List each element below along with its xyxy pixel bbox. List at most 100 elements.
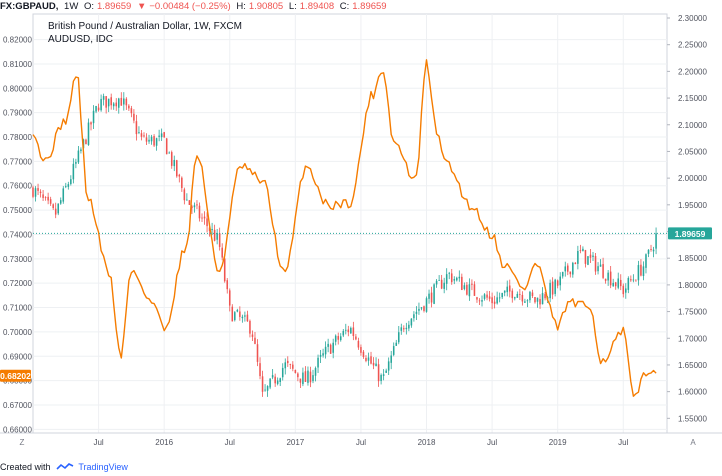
- candle-body: [107, 98, 110, 107]
- candle-body: [471, 283, 473, 285]
- symbol-label[interactable]: FX:GBPAUD,: [0, 1, 59, 12]
- overlay-series-title[interactable]: AUDUSD, IDC: [48, 34, 114, 45]
- left-tick-label: 0.75000: [3, 206, 32, 215]
- candle-body: [483, 294, 486, 299]
- candle-body: [75, 162, 77, 164]
- candle-body: [249, 320, 251, 334]
- left-last-value: 0.68202: [0, 371, 31, 381]
- candle-body: [102, 96, 105, 100]
- candle-body: [211, 228, 213, 231]
- candle-body: [536, 297, 539, 302]
- candle-body: [415, 311, 418, 314]
- main-series-title[interactable]: British Pound / Australian Dollar, 1W, F…: [48, 21, 242, 32]
- candle-body: [491, 297, 493, 304]
- candle-body: [261, 376, 264, 392]
- candle-body: [516, 293, 519, 298]
- candle-body: [655, 233, 657, 249]
- candle-body: [642, 266, 645, 277]
- left-tick-label: 0.80000: [3, 84, 32, 93]
- candle-body: [254, 337, 256, 344]
- interval-label[interactable]: 1W: [64, 1, 79, 12]
- candle-body: [367, 357, 370, 361]
- candle-body: [221, 247, 223, 258]
- candle-body: [481, 300, 483, 302]
- candle-body: [579, 250, 582, 252]
- candle-body: [150, 136, 153, 142]
- left-tick-label: 0.79000: [3, 109, 32, 118]
- grid-horizontal: [33, 39, 667, 430]
- candle-body: [85, 139, 87, 145]
- left-tick-label: 0.70000: [3, 328, 32, 337]
- x-tick-label: Jul: [225, 438, 235, 447]
- footer: Created with TradingView: [0, 458, 722, 476]
- candle-body: [549, 282, 551, 299]
- audusd-line[interactable]: [32, 59, 657, 397]
- candle-body: [97, 107, 100, 111]
- candle-body: [390, 355, 392, 363]
- open-value: 1.89659: [96, 1, 132, 12]
- candle-body: [67, 184, 70, 187]
- candle-body: [213, 229, 216, 241]
- candle-body: [80, 149, 82, 152]
- right-tick-label: 2.00000: [678, 174, 707, 183]
- candle-body: [594, 256, 597, 272]
- candle-body: [259, 363, 261, 377]
- candle-body: [577, 250, 579, 264]
- candle-body: [181, 177, 183, 189]
- candle-body: [276, 380, 279, 384]
- candle-body: [395, 342, 398, 346]
- x-tick-label: Jul: [618, 438, 628, 447]
- candle-body: [264, 389, 266, 391]
- candle-body: [589, 254, 592, 258]
- candle-body: [440, 279, 443, 289]
- candle-body: [430, 292, 433, 303]
- tradingview-brand[interactable]: TradingView: [78, 462, 128, 472]
- candle-body: [519, 294, 521, 296]
- candle-body: [339, 336, 342, 341]
- candle-body: [138, 132, 140, 133]
- left-tick-label: 0.66000: [3, 425, 32, 434]
- candle-body: [627, 278, 630, 290]
- timezone-button-label: Z: [20, 438, 25, 447]
- candle-body: [572, 262, 574, 275]
- candle-body: [531, 292, 534, 297]
- candle-body: [110, 97, 112, 106]
- right-last-value-badge[interactable]: 1.89659: [668, 227, 712, 240]
- candle-body: [234, 312, 236, 321]
- candle-body: [564, 266, 567, 272]
- right-tick-label: 2.20000: [678, 67, 707, 76]
- candle-body: [42, 194, 44, 198]
- left-tick-label: 0.73000: [3, 255, 32, 264]
- candle-body: [450, 273, 453, 283]
- right-tick-label: 1.95000: [678, 201, 707, 210]
- candle-body: [115, 102, 118, 107]
- right-axis-ticks: 2.30000 2.25000 2.20000 2.15000 2.10000 2.050…: [667, 14, 707, 423]
- candle-body: [302, 372, 304, 385]
- candle-body: [236, 309, 239, 312]
- candle-body: [170, 152, 173, 166]
- x-tick-label: 2018: [418, 438, 436, 447]
- tradingview-logo-icon: [56, 463, 74, 470]
- candle-body: [322, 353, 324, 356]
- candle-body: [92, 110, 95, 124]
- plot-area[interactable]: [32, 13, 668, 434]
- left-tick-label: 0.72000: [3, 279, 32, 288]
- candle-body: [37, 188, 39, 191]
- candle-body: [165, 138, 168, 155]
- x-tick-label: Jul: [356, 438, 366, 447]
- candle-body: [647, 249, 650, 254]
- candle-body: [375, 363, 377, 367]
- candle-body: [526, 300, 529, 302]
- candle-body: [438, 280, 440, 281]
- candle-body: [541, 293, 544, 305]
- candle-body: [584, 250, 587, 264]
- created-with-label: Created with: [0, 462, 51, 472]
- candle-body: [105, 96, 107, 108]
- right-tick-label: 1.65000: [678, 361, 707, 370]
- legend: British Pound / Australian Dollar, 1W, F…: [48, 20, 242, 46]
- candle-body: [473, 284, 476, 296]
- left-last-value-badge[interactable]: 0.68202: [0, 369, 31, 382]
- candle-body: [324, 346, 327, 355]
- x-tick-label: 2017: [286, 438, 304, 447]
